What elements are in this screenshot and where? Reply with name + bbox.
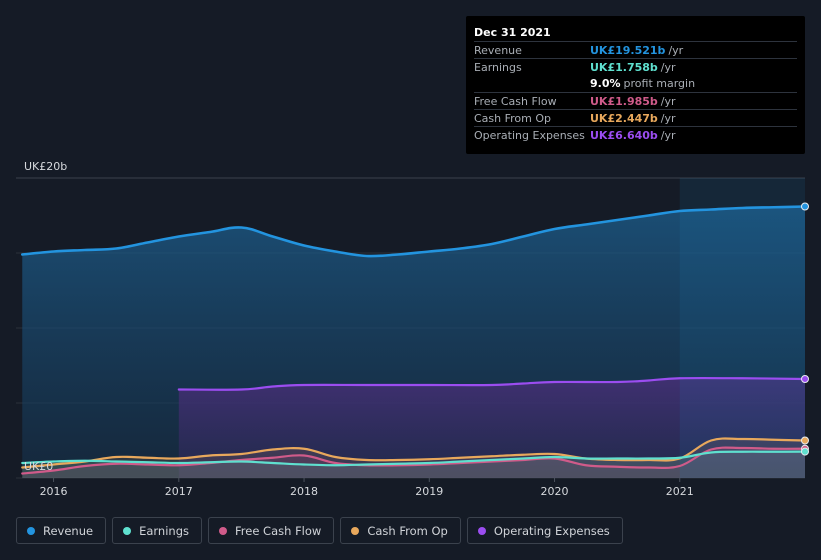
revenue-endpoint[interactable] bbox=[801, 202, 809, 211]
tooltip-row: Cash From Op UK£2.447b/yr bbox=[474, 109, 797, 126]
x-tick-label: 2016 bbox=[40, 485, 68, 498]
earnings-line bbox=[21, 450, 807, 467]
legend-dot-icon bbox=[351, 526, 360, 535]
operating-expenses-area bbox=[178, 378, 806, 478]
highlight-region bbox=[679, 178, 805, 478]
tooltip-unit: /yr bbox=[660, 111, 676, 125]
legend-dot-icon bbox=[27, 526, 35, 535]
tooltip-label: Free Cash Flow bbox=[474, 94, 557, 108]
legend-dot-icon bbox=[477, 526, 486, 535]
cash-from-op-endpoint[interactable] bbox=[801, 436, 809, 445]
tooltip-label: Cash From Op bbox=[474, 111, 552, 125]
tooltip-value: UK£19.521b bbox=[590, 43, 666, 57]
legend-dot-icon bbox=[219, 526, 227, 535]
tooltip-unit: profit margin bbox=[623, 77, 696, 90]
financial-chart: UK£20b UK£0 2016 2017 2018 2019 2020 2021 bbox=[16, 160, 809, 498]
tooltip-date: Dec 31 2021 bbox=[474, 26, 551, 39]
operating-expenses-line bbox=[177, 376, 807, 391]
tooltip-row: Operating Expenses UK£6.640b/yr bbox=[474, 126, 797, 143]
tooltip-row: 9.0% profit margin bbox=[474, 75, 797, 92]
y-axis-top-label: UK£20b bbox=[24, 160, 67, 173]
tooltip-value: UK£1.758b bbox=[590, 60, 658, 74]
legend-label: Operating Expenses bbox=[493, 523, 610, 538]
legend-item-revenue[interactable]: Revenue bbox=[16, 517, 107, 544]
tooltip-row: Revenue UK£19.521b/yr bbox=[474, 41, 797, 58]
tooltip-unit: /yr bbox=[660, 94, 676, 108]
legend-label: Free Cash Flow bbox=[235, 523, 322, 538]
data-tooltip: Dec 31 2021 Revenue UK£19.521b/yr Earnings… bbox=[466, 16, 805, 154]
operating-expenses-endpoint[interactable] bbox=[801, 375, 809, 383]
tooltip-unit: /yr bbox=[660, 128, 676, 142]
legend-label: Cash From Op bbox=[367, 523, 448, 538]
tooltip-unit: /yr bbox=[668, 43, 684, 57]
x-tick-label: 2021 bbox=[666, 485, 694, 498]
tooltip-unit: /yr bbox=[660, 60, 676, 74]
x-tick-label: 2020 bbox=[541, 485, 569, 498]
x-tick-label: 2018 bbox=[290, 485, 318, 498]
x-tick-label: 2017 bbox=[165, 485, 193, 498]
earnings-endpoint[interactable] bbox=[801, 447, 809, 456]
series-endpoints bbox=[801, 202, 809, 456]
revenue-line bbox=[20, 205, 807, 258]
x-axis: 2016 2017 2018 2019 2020 2021 bbox=[40, 478, 694, 498]
legend-item-free-cash-flow[interactable]: Free Cash Flow bbox=[208, 517, 335, 544]
legend-dot-icon bbox=[123, 526, 132, 535]
legend-label: Earnings bbox=[139, 523, 189, 538]
free-cash-flow-line bbox=[21, 446, 807, 475]
tooltip-value: UK£1.985b bbox=[590, 94, 658, 108]
tooltip-row: Earnings UK£1.758b/yr bbox=[474, 58, 797, 75]
tooltip-row: Free Cash Flow UK£1.985b/yr bbox=[474, 92, 797, 109]
tooltip-label: Revenue bbox=[474, 43, 522, 57]
legend-item-earnings[interactable]: Earnings bbox=[112, 517, 202, 544]
tooltip-value: 9.0% bbox=[590, 77, 621, 90]
tooltip-label: Operating Expenses bbox=[474, 128, 585, 142]
series-lines bbox=[20, 205, 807, 475]
tooltip-value: UK£2.447b bbox=[590, 111, 658, 125]
cash-from-op-area bbox=[22, 438, 806, 478]
cash-from-op-line bbox=[21, 437, 807, 469]
chart-legend: Revenue Earnings Free Cash Flow Cash From O… bbox=[16, 517, 623, 546]
x-tick-label: 2019 bbox=[415, 485, 443, 498]
free-cash-flow-area bbox=[22, 447, 806, 478]
tooltip-label: Earnings bbox=[474, 60, 522, 74]
tooltip-value: UK£6.640b bbox=[590, 128, 658, 142]
legend-item-cash-from-op[interactable]: Cash From Op bbox=[340, 517, 461, 544]
y-axis-bottom-label: UK£0 bbox=[24, 460, 53, 473]
legend-label: Revenue bbox=[43, 523, 94, 538]
legend-item-operating-expenses[interactable]: Operating Expenses bbox=[466, 517, 623, 544]
